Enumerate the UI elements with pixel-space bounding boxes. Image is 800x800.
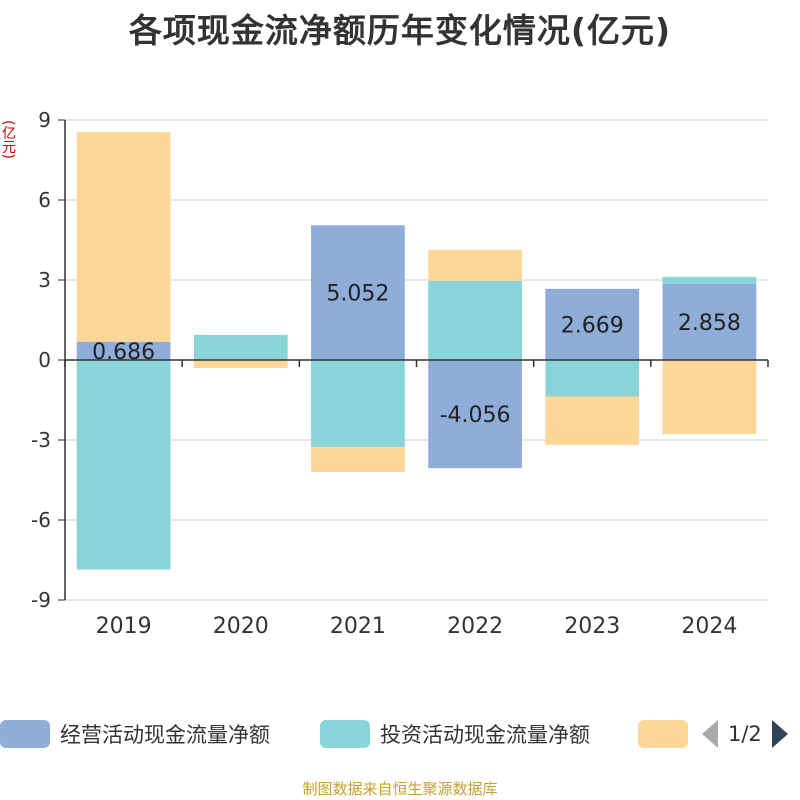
chart-plot: -9 -6 -3 0 3 6 9 0.686 5.052 -4.056 2.669 2.858 2019… (31, 108, 769, 639)
legend-item-financing[interactable] (638, 716, 688, 752)
chart-title: 各项现金流净额历年变化情况(亿元) (128, 11, 672, 50)
bar-financing-2020 (193, 360, 288, 368)
legend-pager: 1/2 (702, 716, 788, 752)
legend-swatch-financing (638, 720, 688, 748)
bar-operating-2021 (311, 225, 405, 360)
bar-operating-2024 (662, 283, 757, 360)
legend-item-operating[interactable]: 经营活动现金流量净额 (0, 716, 270, 752)
y-axis-unit-label: (亿元) (0, 120, 16, 159)
x-tick-label: 2024 (681, 614, 737, 639)
bar-operating-2022 (428, 360, 522, 469)
bar-operating-2023 (545, 288, 640, 360)
legend-swatch-operating (0, 720, 50, 748)
y-tick-label: 0 (38, 348, 51, 372)
x-tick-label: 2019 (96, 614, 152, 639)
bar-investing-2023 (545, 360, 640, 397)
bar-financing-2024 (662, 360, 757, 435)
data-label: 5.052 (326, 282, 389, 307)
legend-label-operating: 经营活动现金流量净额 (60, 723, 270, 747)
legend-swatch-investing (320, 720, 370, 748)
y-tick-label: 3 (38, 268, 51, 292)
bar-financing-2023 (545, 396, 640, 445)
y-tick-label: -3 (31, 428, 51, 452)
bar-financing-2019 (76, 132, 171, 342)
pager-prev-icon[interactable] (702, 720, 718, 748)
y-tick-label: 6 (38, 188, 51, 212)
bar-financing-2022 (428, 249, 522, 281)
y-tick-label: -9 (31, 588, 51, 612)
x-tick-label: 2022 (447, 614, 503, 639)
bar-investing-2019 (76, 360, 171, 570)
legend: 经营活动现金流量净额 投资活动现金流量净额 1/2 (0, 716, 800, 752)
data-label: 0.686 (92, 340, 155, 365)
source-note: 制图数据来自恒生聚源数据库 (302, 780, 498, 798)
x-tick-label: 2023 (564, 614, 620, 639)
pager-text: 1/2 (728, 722, 762, 746)
bar-investing-2022 (428, 280, 522, 360)
bar-investing-2020 (193, 334, 288, 360)
data-label: 2.858 (678, 311, 741, 336)
bar-operating-2019 (76, 341, 171, 360)
y-tick-label: -6 (31, 508, 51, 532)
x-tick-label: 2020 (213, 614, 269, 639)
bar-investing-2024 (662, 276, 757, 284)
y-tick-label: 9 (38, 108, 51, 132)
legend-label-investing: 投资活动现金流量净额 (380, 723, 590, 747)
x-tick-label: 2021 (330, 614, 386, 639)
bar-financing-2021 (311, 446, 405, 472)
data-label: -4.056 (440, 403, 511, 428)
bar-investing-2021 (311, 360, 405, 447)
data-label: 2.669 (561, 313, 624, 338)
pager-next-icon[interactable] (771, 720, 788, 748)
legend-item-investing[interactable]: 投资活动现金流量净额 (320, 716, 590, 752)
